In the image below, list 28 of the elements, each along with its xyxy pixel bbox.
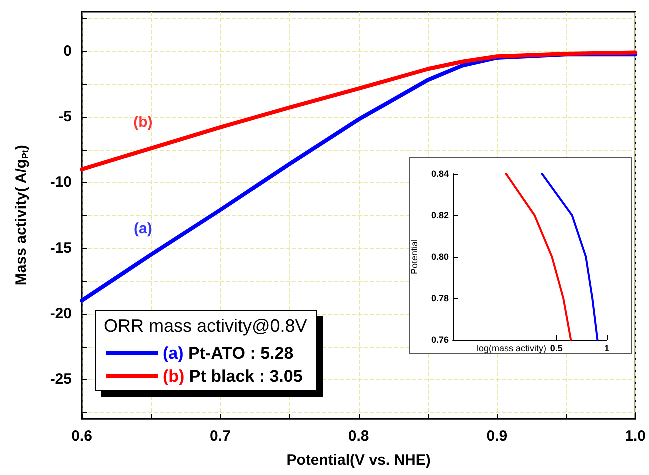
x-tick-label: 0.5: [550, 344, 563, 354]
y-axis-title: Mass activity( A/gPt): [13, 145, 30, 286]
annotation: (a): [134, 220, 152, 238]
line-series: [80, 50, 638, 172]
legend-label: (a) Pt-ATO : 5.28: [163, 344, 294, 363]
y-tick-label: 0.84: [431, 169, 449, 179]
y-tick-label: -25: [50, 371, 72, 388]
y-tick-label: 0.80: [431, 252, 449, 262]
x-tick-label: 0.9: [486, 428, 508, 445]
x-axis-title: Potential(V vs. NHE): [286, 452, 431, 469]
legend-label: (b) Pt black : 3.05: [163, 367, 303, 386]
y-tick-label: 0.76: [431, 335, 449, 345]
y-tick-label: 0: [64, 42, 72, 60]
x-tick-label: 0.7: [210, 428, 231, 445]
legend-title: ORR mass activity@0.8V: [104, 316, 308, 336]
x-tick-label: 1: [604, 344, 610, 354]
y-tick-label: -10: [50, 174, 72, 192]
y-tick-label: 0.82: [431, 210, 449, 220]
y-tick-label: -20: [50, 305, 72, 322]
y-tick-label: 0.78: [431, 294, 449, 304]
y-tick-label: -15: [50, 240, 72, 257]
annotation: (b): [134, 114, 153, 132]
x-tick-label: 0.6: [72, 428, 92, 445]
x-tick-label: 0.8: [348, 428, 370, 445]
y-tick-label: -5: [58, 108, 72, 126]
x-tick-label: 1.0: [625, 428, 646, 445]
x-axis-title: log(mass activity): [476, 344, 546, 354]
y-axis-title: Potential: [410, 239, 420, 275]
